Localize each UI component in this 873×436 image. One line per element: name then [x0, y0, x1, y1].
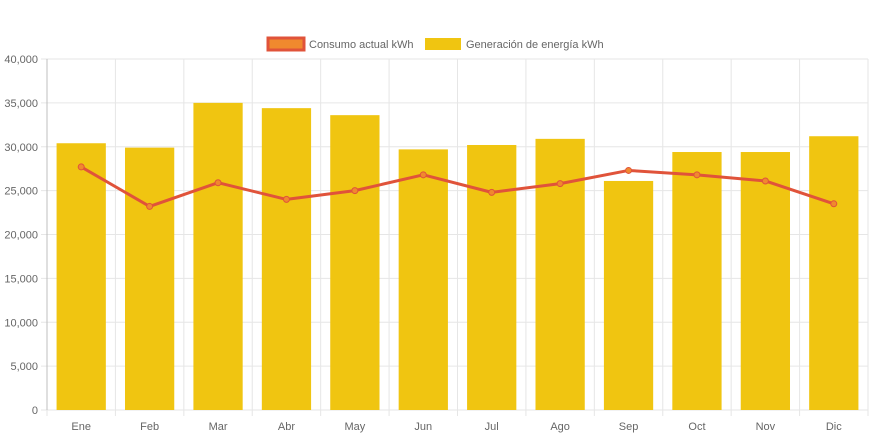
bar-nov[interactable]	[740, 152, 791, 410]
bar-jul[interactable]	[467, 144, 517, 410]
point-may[interactable]	[351, 187, 359, 195]
y-axis: 0 5,000 10,000 15,000 20,000 25,000 30,000 35,0…	[4, 54, 48, 417]
y-tick-label: 5,000	[10, 361, 38, 373]
point-ene[interactable]	[77, 163, 85, 171]
x-tick-label: Mar	[209, 421, 228, 433]
y-tick-label: 40,000	[4, 54, 38, 66]
y-tick-label: 30,000	[4, 142, 38, 154]
y-tick-label: 15,000	[4, 273, 38, 285]
bar-series-generacion	[56, 102, 859, 411]
x-tick-label: Dic	[826, 421, 842, 433]
legend-label-generacion[interactable]: Generación de energía kWh	[466, 39, 604, 51]
point-oct[interactable]	[693, 171, 701, 179]
bar-ene[interactable]	[56, 143, 106, 411]
legend-swatch-generacion[interactable]	[425, 38, 461, 50]
point-sep[interactable]	[625, 166, 633, 174]
y-tick-label: 25,000	[4, 186, 38, 198]
x-tick-label: Sep	[619, 421, 639, 433]
bar-jun[interactable]	[398, 149, 448, 410]
x-tick-label: Jun	[414, 421, 432, 433]
point-feb[interactable]	[146, 202, 154, 210]
line-series-consumo	[77, 163, 838, 210]
legend: Consumo actual kWh Generación de energía…	[266, 36, 604, 52]
y-tick-label: 20,000	[4, 230, 38, 242]
bar-may[interactable]	[330, 115, 380, 410]
y-tick-label: 0	[32, 405, 38, 417]
bar-feb[interactable]	[124, 147, 175, 410]
bar-sep[interactable]	[603, 180, 654, 410]
bar-mar[interactable]	[193, 102, 243, 410]
y-tick-label: 10,000	[4, 317, 38, 329]
x-tick-label: Jul	[485, 421, 499, 433]
x-tick-label: Ene	[71, 421, 91, 433]
point-jun[interactable]	[419, 171, 427, 179]
point-dic[interactable]	[830, 200, 838, 208]
x-tick-label: Feb	[140, 421, 159, 433]
x-tick-label: Ago	[550, 421, 570, 433]
x-tick-label: Oct	[688, 421, 705, 433]
point-mar[interactable]	[214, 179, 222, 187]
x-tick-label: May	[344, 421, 365, 433]
x-tick-label: Abr	[278, 421, 295, 433]
x-tick-label: Nov	[756, 421, 776, 433]
bar-dic[interactable]	[809, 136, 859, 410]
legend-swatch-consumo[interactable]	[266, 36, 306, 52]
bar-abr[interactable]	[261, 108, 312, 410]
consumo-line	[80, 165, 835, 208]
point-jul[interactable]	[488, 188, 496, 196]
point-nov[interactable]	[761, 177, 769, 185]
legend-label-consumo[interactable]: Consumo actual kWh	[309, 39, 414, 51]
x-axis: Ene Feb Mar Abr May Jun Jul Ago Sep Oct Nov Dic	[71, 421, 842, 433]
point-ago[interactable]	[556, 180, 564, 188]
y-tick-label: 35,000	[4, 98, 38, 110]
point-abr[interactable]	[282, 195, 290, 203]
bar-oct[interactable]	[672, 152, 722, 410]
grid	[41, 58, 869, 416]
